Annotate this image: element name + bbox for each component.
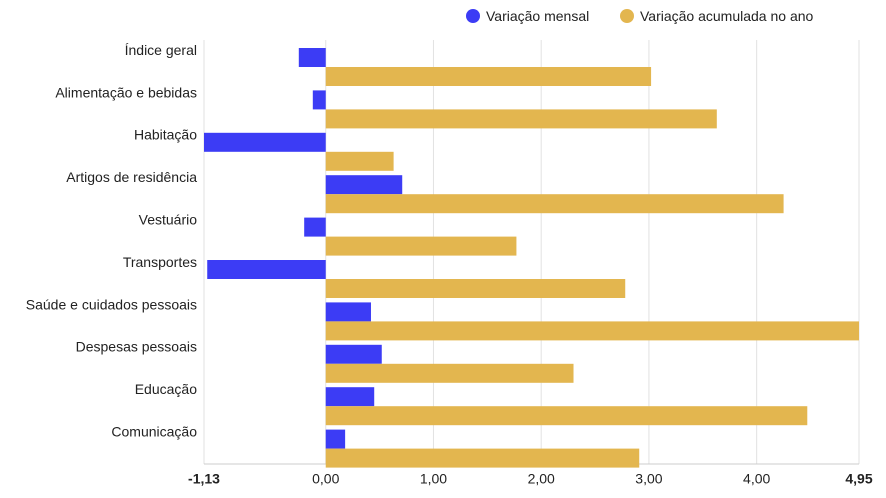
x-tick-label-2: 1,00 bbox=[420, 471, 447, 487]
category-label-7: Despesas pessoais bbox=[76, 339, 197, 355]
bar-accumulated-9 bbox=[325, 448, 640, 468]
legend-label-monthly: Variação mensal bbox=[486, 8, 590, 24]
bar-monthly-8 bbox=[325, 387, 375, 407]
bar-accumulated-8 bbox=[325, 406, 808, 426]
bar-accumulated-2 bbox=[325, 151, 394, 171]
bar-monthly-1 bbox=[312, 90, 326, 110]
x-tick-label-5: 4,00 bbox=[743, 471, 770, 487]
bar-monthly-2 bbox=[204, 132, 326, 152]
bar-monthly-3 bbox=[325, 175, 403, 195]
category-label-5: Transportes bbox=[123, 254, 197, 270]
category-label-6: Saúde e cuidados pessoais bbox=[26, 296, 197, 312]
bar-monthly-9 bbox=[325, 429, 346, 449]
bar-accumulated-1 bbox=[325, 109, 717, 129]
bar-monthly-6 bbox=[325, 302, 371, 322]
category-label-2: Habitação bbox=[134, 127, 197, 143]
bar-accumulated-7 bbox=[325, 363, 574, 383]
bar-accumulated-4 bbox=[325, 236, 517, 256]
category-label-0: Índice geral bbox=[125, 42, 197, 58]
category-label-4: Vestuário bbox=[139, 212, 198, 228]
x-tick-label-4: 3,00 bbox=[635, 471, 662, 487]
bar-monthly-7 bbox=[325, 344, 382, 364]
legend-item-monthly: Variação mensal bbox=[466, 8, 589, 24]
bar-accumulated-0 bbox=[325, 67, 652, 86]
bar-monthly-4 bbox=[304, 217, 326, 237]
x-tick-label-1: 0,00 bbox=[312, 471, 339, 487]
legend-swatch-accumulated bbox=[620, 9, 634, 23]
x-tick-label-6: 4,95 bbox=[845, 471, 872, 487]
bar-accumulated-3 bbox=[325, 194, 784, 214]
legend-item-accumulated: Variação acumulada no ano bbox=[620, 8, 813, 24]
bar-monthly-5 bbox=[207, 260, 326, 279]
category-label-9: Comunicação bbox=[111, 424, 197, 440]
legend-label-accumulated: Variação acumulada no ano bbox=[640, 8, 814, 24]
bar-accumulated-6 bbox=[325, 321, 859, 341]
category-label-3: Artigos de residência bbox=[66, 169, 197, 185]
bar-accumulated-5 bbox=[325, 279, 626, 298]
category-label-8: Educação bbox=[135, 381, 197, 397]
category-label-1: Alimentação e bebidas bbox=[55, 84, 197, 100]
x-tick-label-0: -1,13 bbox=[188, 471, 220, 487]
x-tick-label-3: 2,00 bbox=[528, 471, 555, 487]
bar-monthly-0 bbox=[298, 48, 326, 67]
legend-swatch-monthly bbox=[466, 9, 480, 23]
